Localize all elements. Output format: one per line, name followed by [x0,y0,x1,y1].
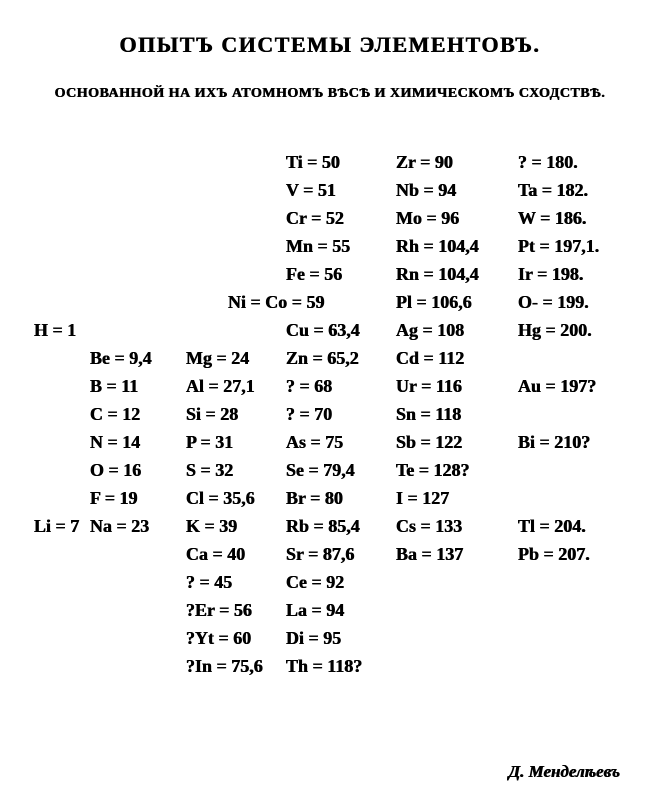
cell: Ag = 108 [396,316,464,344]
cell: Cl = 35,6 [186,484,255,512]
cell: B = 11 [90,372,138,400]
table-row: ?Yt = 60 Di = 95 [28,624,648,652]
cell: Ce = 92 [286,568,344,596]
cell: ?In = 75,6 [186,652,263,680]
table-row: ? = 45 Ce = 92 [28,568,648,596]
author-signature: Д. Менделѣевъ [509,762,620,782]
cell: As = 75 [286,428,343,456]
cell: Di = 95 [286,624,341,652]
cell: Mo = 96 [396,204,459,232]
table-row: Mn = 55 Rh = 104,4 Pt = 197,1. [28,232,648,260]
cell: Ti = 50 [286,148,340,176]
cell: N = 14 [90,428,140,456]
cell: Cs = 133 [396,512,462,540]
cell: La = 94 [286,596,344,624]
cell: ? = 180. [518,148,578,176]
cell: Au = 197? [518,372,596,400]
cell: Tl = 204. [518,512,586,540]
cell: K = 39 [186,512,237,540]
cell: O- = 199. [518,288,589,316]
cell: O = 16 [90,456,141,484]
cell: Al = 27,1 [186,372,255,400]
cell: ?Er = 56 [186,596,252,624]
cell: Ni = Co = 59 [228,288,325,316]
cell: Br = 80 [286,484,343,512]
cell: Ur = 116 [396,372,462,400]
table-row: Be = 9,4 Mg = 24 Zn = 65,2 Cd = 112 [28,344,648,372]
cell: I = 127 [396,484,449,512]
table-row: O = 16 S = 32 Se = 79,4 Te = 128? [28,456,648,484]
cell: Pt = 197,1. [518,232,599,260]
cell: Cr = 52 [286,204,344,232]
cell: Sr = 87,6 [286,540,354,568]
table-row: Ni = Co = 59 Pl = 106,6 O- = 199. [28,288,648,316]
table-row: Cr = 52 Mo = 96 W = 186. [28,204,648,232]
table-row: Ca = 40 Sr = 87,6 Ba = 137 Pb = 207. [28,540,648,568]
table-row: V = 51 Nb = 94 Ta = 182. [28,176,648,204]
table-row: F = 19 Cl = 35,6 Br = 80 I = 127 [28,484,648,512]
table-row: ?Er = 56 La = 94 [28,596,648,624]
cell: Na = 23 [90,512,149,540]
cell: P = 31 [186,428,233,456]
page-subtitle: ОСНОВАННОЙ НА ИХЪ АТОМНОМЪ ВѢСѢ И ХИМИЧЕ… [18,86,642,102]
cell: Fe = 56 [286,260,342,288]
cell: Hg = 200. [518,316,592,344]
table-row: H = 1 Cu = 63,4 Ag = 108 Hg = 200. [28,316,648,344]
cell: Te = 128? [396,456,470,484]
table-row: N = 14 P = 31 As = 75 Sb = 122 Bi = 210? [28,428,648,456]
cell: Se = 79,4 [286,456,355,484]
cell: Si = 28 [186,400,238,428]
cell: H = 1 [34,316,76,344]
cell: F = 19 [90,484,138,512]
cell: Nb = 94 [396,176,456,204]
cell: Ta = 182. [518,176,588,204]
cell: ? = 68 [286,372,332,400]
cell: Sn = 118 [396,400,461,428]
page: ОПЫТЪ СИСТЕМЫ ЭЛЕМЕНТОВЪ. ОСНОВАННОЙ НА … [0,0,660,812]
table-row: B = 11 Al = 27,1 ? = 68 Ur = 116 Au = 19… [28,372,648,400]
cell: Li = 7 [34,512,79,540]
page-title: ОПЫТЪ СИСТЕМЫ ЭЛЕМЕНТОВЪ. [18,32,642,58]
cell: Ba = 137 [396,540,463,568]
cell: Pb = 207. [518,540,590,568]
cell: Ca = 40 [186,540,245,568]
cell: Pl = 106,6 [396,288,472,316]
cell: W = 186. [518,204,586,232]
cell: ? = 70 [286,400,332,428]
cell: Cu = 63,4 [286,316,360,344]
cell: Th = 118? [286,652,362,680]
cell: Rh = 104,4 [396,232,479,260]
cell: Be = 9,4 [90,344,152,372]
cell: Bi = 210? [518,428,590,456]
cell: Rb = 85,4 [286,512,360,540]
cell: ?Yt = 60 [186,624,251,652]
cell: ? = 45 [186,568,232,596]
cell: Zr = 90 [396,148,453,176]
cell: Mn = 55 [286,232,350,260]
elements-table: Ti = 50 Zr = 90 ? = 180. V = 51 Nb = 94 … [28,148,648,680]
table-row: C = 12 Si = 28 ? = 70 Sn = 118 [28,400,648,428]
table-row: ?In = 75,6 Th = 118? [28,652,648,680]
cell: Rn = 104,4 [396,260,479,288]
cell: Mg = 24 [186,344,249,372]
cell: V = 51 [286,176,336,204]
cell: Cd = 112 [396,344,464,372]
table-row: Ti = 50 Zr = 90 ? = 180. [28,148,648,176]
cell: C = 12 [90,400,140,428]
cell: Sb = 122 [396,428,462,456]
table-row: Fe = 56 Rn = 104,4 Ir = 198. [28,260,648,288]
cell: Ir = 198. [518,260,583,288]
cell: S = 32 [186,456,233,484]
cell: Zn = 65,2 [286,344,359,372]
table-row: Li = 7 Na = 23 K = 39 Rb = 85,4 Cs = 133… [28,512,648,540]
